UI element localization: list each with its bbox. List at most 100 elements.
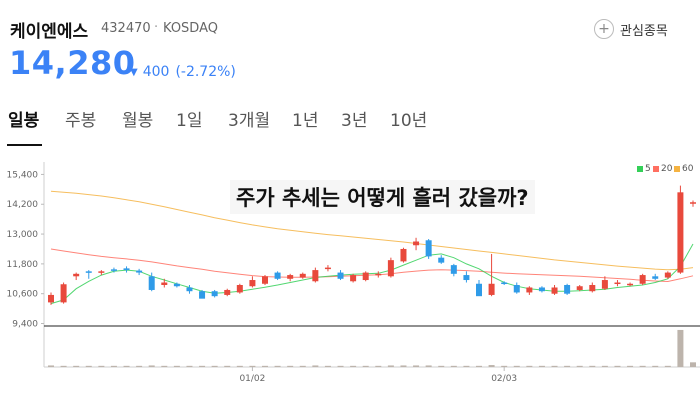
candle: [98, 271, 105, 273]
candle: [350, 275, 357, 282]
candle: [337, 272, 344, 279]
candle: [312, 270, 319, 282]
candle: [652, 276, 659, 279]
volume-bar: [589, 365, 596, 367]
volume-bar: [287, 365, 294, 367]
separator-dot: ·: [154, 20, 159, 35]
stock-header: 케이엔에스 432470 · KOSDAQ + 관심종목 14,280 ▼ 40…: [0, 0, 700, 100]
candle: [148, 276, 155, 290]
volume-bar: [375, 365, 382, 367]
volume-bar: [652, 365, 659, 367]
volume-bar: [450, 365, 457, 367]
volume-bar: [538, 365, 545, 367]
candle: [110, 269, 117, 271]
stock-name: 케이엔에스: [10, 22, 89, 42]
volume-bar: [110, 365, 117, 367]
volume-bar: [123, 365, 130, 367]
volume-bar: [211, 365, 218, 367]
tab-weekly[interactable]: 주봉: [65, 111, 97, 131]
volume-bar: [350, 365, 357, 367]
volume-bar: [564, 365, 571, 367]
volume-bar: [387, 365, 394, 367]
candle: [287, 275, 294, 279]
tab-10years[interactable]: 10년: [390, 111, 428, 131]
x-tick-label: 01/02: [239, 374, 265, 384]
candle: [211, 291, 218, 297]
candle: [387, 260, 394, 277]
candle: [425, 240, 432, 257]
volume-bar: [664, 365, 671, 367]
candle: [199, 291, 206, 299]
y-tick-label: 9,400: [12, 320, 38, 330]
y-tick-label: 13,000: [7, 230, 39, 240]
candle: [60, 284, 67, 303]
candle: [262, 276, 268, 284]
candle: [690, 202, 696, 204]
candle: [274, 272, 281, 279]
volume-bar: [48, 365, 54, 367]
legend-label: 60: [682, 164, 694, 174]
price-change: ▼ 400 (-2.72%): [130, 64, 236, 80]
volume-bar: [362, 365, 369, 367]
y-tick-label: 14,200: [7, 200, 39, 210]
tab-daily[interactable]: 일봉: [8, 111, 40, 131]
ma20-line: [50, 248, 694, 283]
y-tick-label: 10,600: [7, 290, 39, 300]
volume-bar: [501, 365, 508, 367]
candle: [73, 273, 80, 277]
add-watchlist-button[interactable]: + 관심종목: [594, 18, 668, 40]
volume-bar: [690, 362, 696, 367]
watchlist-label: 관심종목: [620, 23, 668, 39]
candle: [85, 271, 92, 273]
volume-bar: [236, 365, 243, 367]
candle: [551, 287, 558, 294]
candle: [488, 283, 495, 295]
ma60-swatch: [674, 166, 680, 172]
candle: [324, 267, 331, 270]
ma5-swatch: [637, 166, 643, 172]
stock-code: 432470: [101, 21, 151, 36]
volume-bar: [199, 365, 206, 367]
volume-bar: [85, 365, 92, 367]
legend-label: 5: [645, 164, 651, 174]
active-tab-underline: [7, 144, 42, 146]
tab-3months[interactable]: 3개월: [228, 111, 271, 131]
tab-1day[interactable]: 1일: [176, 111, 203, 131]
tab-monthly[interactable]: 월봉: [122, 111, 154, 131]
volume-bar: [425, 365, 432, 367]
candle: [589, 285, 596, 292]
candle: [627, 283, 634, 286]
volume-bar: [173, 365, 180, 367]
candle: [614, 282, 621, 285]
period-tabs: 일봉 주봉 월봉 1일 3개월 1년 3년 10년: [0, 106, 700, 146]
volume-bar: [337, 365, 344, 367]
volume-bar: [526, 365, 533, 367]
legend-ma60: 60: [674, 164, 693, 174]
legend-ma5: 5: [637, 164, 651, 174]
tab-3years[interactable]: 3년: [341, 111, 368, 131]
volume-bar: [186, 365, 193, 367]
volume-bar: [463, 365, 470, 367]
volume-bar: [627, 365, 634, 367]
volume-bar: [324, 365, 331, 367]
ma5-line: [50, 243, 694, 305]
plus-icon: +: [594, 19, 614, 39]
legend-label: 20: [661, 164, 673, 174]
tab-1year[interactable]: 1년: [292, 111, 319, 131]
candle: [526, 287, 533, 293]
volume-bar: [148, 365, 155, 367]
candle: [249, 280, 256, 287]
candle: [564, 285, 571, 294]
candle: [463, 275, 470, 281]
volume-bar: [488, 365, 495, 367]
volume-bar: [438, 365, 445, 367]
candle: [501, 282, 508, 285]
candle: [161, 282, 168, 285]
candle: [48, 294, 54, 303]
change-percent: (-2.72%): [175, 64, 236, 80]
volume-bar: [614, 365, 621, 367]
change-amount: 400: [142, 64, 170, 80]
volume-bar: [677, 329, 684, 367]
candle: [236, 285, 243, 293]
candle: [186, 287, 193, 292]
